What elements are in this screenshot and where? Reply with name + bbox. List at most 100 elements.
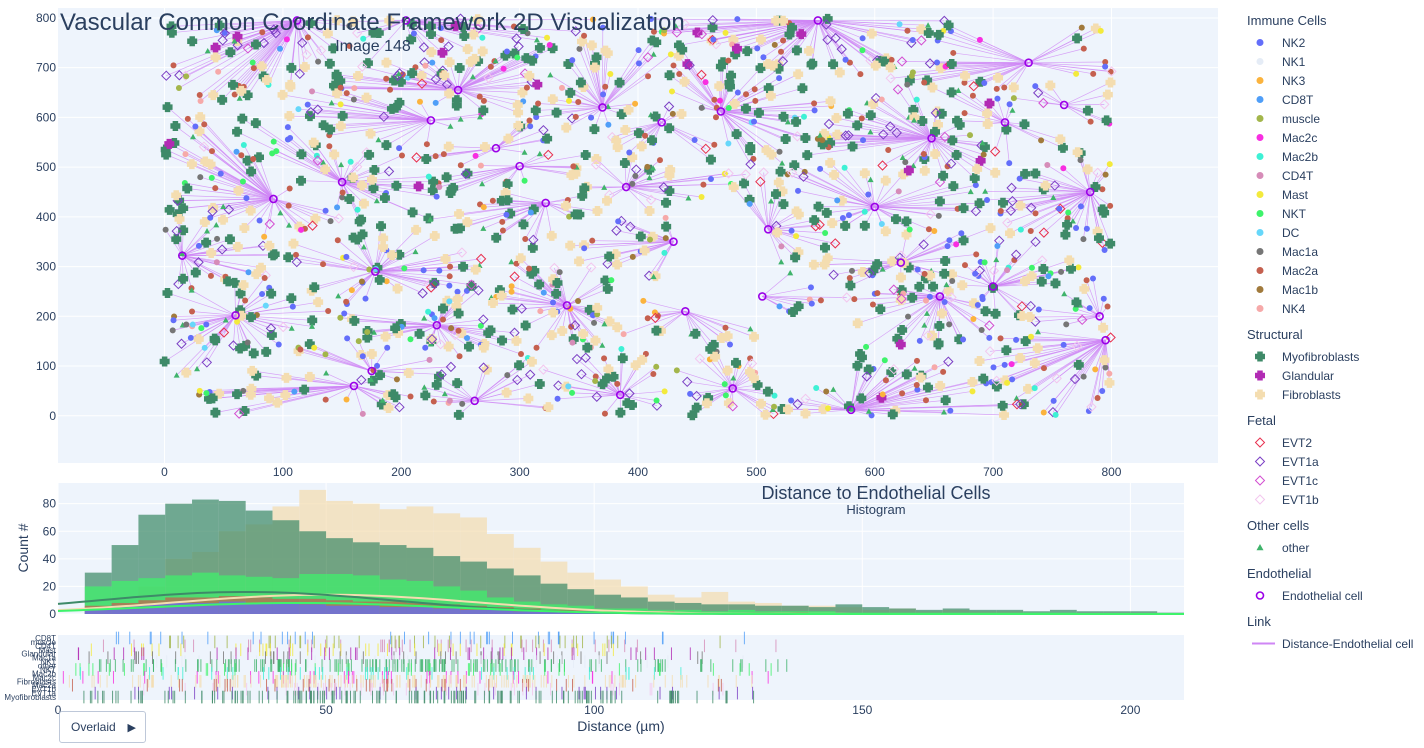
cell-marker-nk2 (944, 243, 951, 250)
cell-marker-myofibroblasts (337, 110, 348, 121)
histogram-bar-other (540, 604, 568, 614)
legend-item[interactable]: DC (1240, 223, 1424, 242)
cell-marker-fibroblasts (1032, 343, 1043, 354)
distance-link (767, 229, 782, 263)
cell-marker-nk2 (734, 16, 741, 23)
cell-marker-evt1a (1033, 87, 1044, 99)
legend-item[interactable]: Mac2a (1240, 261, 1424, 280)
legend-item[interactable]: NK4 (1240, 299, 1424, 318)
cell-marker-evt1a (291, 256, 302, 268)
cell-marker-nk2 (436, 267, 443, 274)
distance-link (436, 325, 460, 357)
cell-marker-evt1a (171, 225, 182, 237)
cell-marker-myofibroblasts (368, 183, 379, 194)
legend-item[interactable]: Fibroblasts (1240, 385, 1424, 404)
legend-item[interactable]: other (1240, 538, 1424, 557)
cell-marker-evt1b (710, 38, 722, 50)
cell-marker-evt1b (456, 247, 468, 258)
distance-link (732, 388, 774, 415)
cell-marker-mac2a (1094, 394, 1101, 401)
legend-item[interactable]: EVT2 (1240, 433, 1424, 452)
scatter-y-tick-label: 500 (36, 160, 56, 174)
legend-item[interactable]: Endothelial cell (1240, 586, 1424, 605)
overlay-mode-button[interactable]: Overlaid ▶ (59, 711, 146, 743)
distance-link (1027, 339, 1106, 390)
legend-item[interactable]: NK1 (1240, 52, 1424, 71)
legend-item[interactable]: Mac2b (1240, 147, 1424, 166)
legend-item[interactable]: EVT1c (1240, 471, 1424, 490)
cell-marker-myofibroblasts (534, 378, 545, 389)
cell-marker-fibroblasts (239, 223, 250, 234)
legend-item[interactable]: NK3 (1240, 71, 1424, 90)
cell-marker-evt1a (878, 129, 889, 140)
cell-marker-myofibroblasts (745, 141, 756, 152)
distance-link (762, 296, 810, 300)
cell-marker-nkt (822, 229, 829, 236)
cell-marker-fibroblasts (1099, 355, 1110, 366)
cell-marker-myofibroblasts (286, 62, 297, 73)
legend-item[interactable]: Mast (1240, 185, 1424, 204)
cell-marker-other (190, 133, 197, 140)
cell-marker-myofibroblasts (328, 43, 339, 54)
cell-marker-mac2b (360, 35, 367, 42)
cell-marker-mac2a (446, 273, 453, 280)
legend-item[interactable]: EVT1b (1240, 490, 1424, 509)
distance-link (375, 258, 446, 272)
cell-marker-muscle (364, 329, 371, 336)
legend-item[interactable]: NK2 (1240, 33, 1424, 52)
distance-link (474, 367, 484, 401)
cell-marker-myofibroblasts (879, 56, 890, 67)
cell-marker-myofibroblasts (178, 225, 189, 236)
cell-marker-other (421, 384, 428, 390)
cell-marker-evt1a (611, 225, 622, 236)
cell-marker-nk2 (788, 227, 795, 234)
legend-item[interactable]: Glandular (1240, 366, 1424, 385)
cell-marker-fibroblasts (637, 354, 648, 365)
legend-item[interactable]: Distance-Endothelial cell (1240, 634, 1424, 653)
cell-marker-fibroblasts (982, 108, 993, 119)
distance-link (927, 296, 941, 336)
cell-marker-myofibroblasts (600, 275, 611, 286)
cell-marker-glandular (903, 165, 914, 176)
cell-marker-myofibroblasts (1093, 233, 1104, 244)
distance-link (1083, 191, 1091, 240)
cell-marker-fibroblasts (765, 90, 776, 101)
distance-link (782, 20, 819, 62)
cell-marker-mac2a (231, 91, 238, 98)
cell-marker-mac2a (568, 323, 575, 330)
legend-item[interactable]: NKT (1240, 204, 1424, 223)
legend-marker (1254, 437, 1266, 448)
cell-marker-nkt (608, 277, 615, 284)
cell-marker-evt1a (682, 376, 693, 388)
histogram-bar-myofibroblasts (1103, 611, 1131, 614)
legend-item[interactable]: Myofibroblasts (1240, 347, 1424, 366)
cell-marker-myofibroblasts (914, 281, 925, 292)
cell-marker-mast (825, 405, 832, 412)
scatter-y-tick-label: 200 (36, 309, 56, 323)
cell-marker-nkt (1028, 264, 1035, 271)
legend-item[interactable]: Mac2c (1240, 128, 1424, 147)
legend-marker (1254, 494, 1266, 505)
cell-marker-mac2a (969, 92, 976, 99)
cell-marker-mac2a (676, 71, 683, 78)
legend-item[interactable]: EVT1a (1240, 452, 1424, 471)
legend-item[interactable]: CD4T (1240, 166, 1424, 185)
cell-marker-evt1a (418, 42, 430, 53)
distance-link (457, 89, 518, 106)
cell-marker-myofibroblasts (579, 183, 590, 194)
cell-marker-mac1a (459, 400, 466, 407)
legend-item[interactable]: Mac1b (1240, 280, 1424, 299)
cell-marker-mac1a (350, 96, 357, 103)
distance-link (874, 191, 971, 208)
cell-marker-fibroblasts (636, 141, 647, 152)
cell-marker-other (236, 95, 243, 101)
legend-item[interactable]: CD8T (1240, 90, 1424, 109)
cell-marker-fibroblasts (284, 111, 295, 122)
cell-marker-myofibroblasts (948, 181, 959, 192)
distance-link (182, 255, 257, 275)
distance-link (325, 372, 355, 387)
cell-marker-myofibroblasts (705, 343, 716, 354)
legend-item[interactable]: muscle (1240, 109, 1424, 128)
legend-item[interactable]: Mac1a (1240, 242, 1424, 261)
cell-marker-muscle (183, 73, 190, 80)
